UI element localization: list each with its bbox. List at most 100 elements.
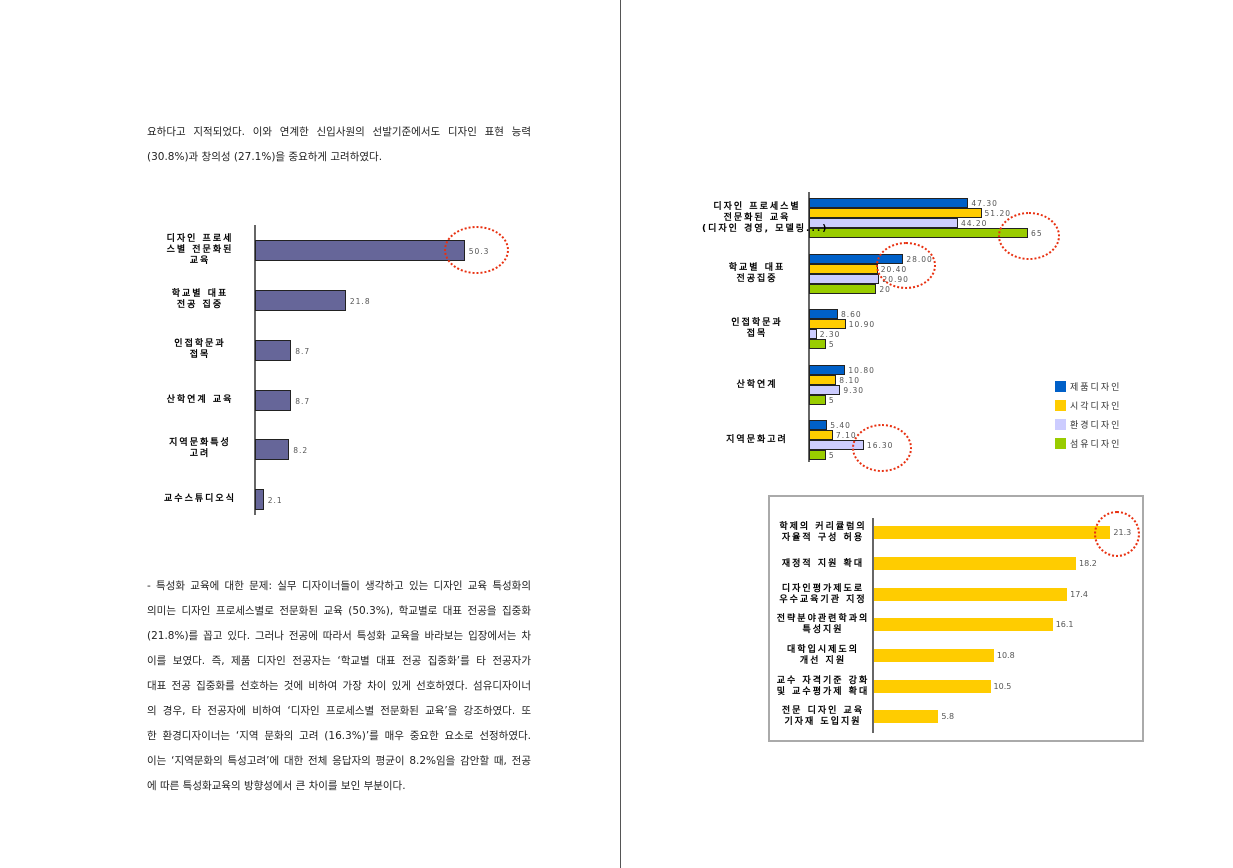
value-label: 2.30 xyxy=(819,330,841,339)
label-line: 산학연계 xyxy=(736,379,778,390)
bar xyxy=(255,240,465,261)
category-label: 지역문화고려 xyxy=(702,435,812,446)
highlight-circle xyxy=(444,226,509,274)
category-label: 재정적 지원 확대 xyxy=(773,559,873,570)
bar-섬유디자인 xyxy=(809,339,826,349)
y-axis xyxy=(872,518,874,733)
bar-시각디자인 xyxy=(809,264,878,274)
text-line: 요하다고 지적되었다. 이와 연계한 신입사원의 선발기준에서도 디자인 표현 … xyxy=(147,126,531,138)
page-divider xyxy=(620,0,621,868)
legend-item: 환경디자인 xyxy=(1055,418,1121,431)
category-label: 디자인 프로세 스별 전문화된 교육 xyxy=(145,234,255,267)
label-line: 지역문화특성 xyxy=(169,438,231,448)
legend-swatch xyxy=(1055,438,1066,449)
label-line: 및 교수평가제 확대 xyxy=(776,687,870,697)
label-line: 전공집중 xyxy=(736,274,778,284)
value-label: 5 xyxy=(828,396,835,405)
bar-환경디자인 xyxy=(809,218,958,228)
value-label: 5 xyxy=(828,451,835,460)
legend-label: 시각디자인 xyxy=(1070,402,1122,412)
bar-제품디자인 xyxy=(809,365,846,375)
text-line: 에 따른 특성화교육의 방향성에서 큰 차이를 보인 부분이다. xyxy=(147,780,406,792)
bar-시각디자인 xyxy=(809,319,846,329)
bar-시각디자인 xyxy=(809,208,982,218)
label-line: 교육 xyxy=(189,255,211,266)
value-label: 21.8 xyxy=(349,297,371,306)
value-label: 8.60 xyxy=(840,310,862,319)
label-line: 고려 xyxy=(189,449,211,459)
legend-swatch xyxy=(1055,400,1066,411)
category-label: 디자인평가제도로 우수교육기관 지정 xyxy=(773,584,873,606)
label-line: 재정적 지원 확대 xyxy=(781,558,865,569)
label-line: 전공 집중 xyxy=(176,300,224,310)
label-line: 전략분야관련학과의 xyxy=(776,614,870,624)
label-line: 전문 디자인 교육 xyxy=(781,706,865,716)
label-line: 학교별 대표 xyxy=(728,263,786,273)
category-label: 학제의 커리큘럼의 자율적 구성 허용 xyxy=(773,522,873,544)
value-label: 18.2 xyxy=(1079,559,1097,568)
label-line: 대학입시제도의 xyxy=(787,645,859,655)
label-line: (디자인 경영, 모델링...) xyxy=(702,223,829,234)
category-label: 인접학문과 접목 xyxy=(702,318,812,340)
bar-환경디자인 xyxy=(809,329,817,339)
chart-support-box xyxy=(768,495,1144,742)
text-line: - 특성화 교육에 대한 문제: 실무 디자이너들이 생각하고 있는 디자인 교… xyxy=(147,580,531,592)
label-line: 지역문화고려 xyxy=(726,434,788,445)
text-line: 의미는 디자인 프로세스별로 전문화된 교육 (50.3%), 학교별로 대표 … xyxy=(147,605,531,617)
label-line: 인접학문과 xyxy=(731,318,783,328)
value-label: 17.4 xyxy=(1070,590,1088,599)
value-label: 8.7 xyxy=(295,347,311,356)
bar xyxy=(255,340,292,361)
bar-제품디자인 xyxy=(809,309,838,319)
value-label: 51.20 xyxy=(984,209,1012,218)
label-line: 교수 자격기준 강화 xyxy=(776,676,870,686)
highlight-circle xyxy=(876,242,936,289)
bar-섬유디자인 xyxy=(809,284,877,294)
legend-label: 제품디자인 xyxy=(1070,383,1122,393)
y-axis xyxy=(254,225,256,515)
text-line: 이는 ‘지역문화의 특성고려’에 대한 전체 응답자의 평균이 8.2%임을 감… xyxy=(147,755,531,767)
paragraph-top: 요하다고 지적되었다. 이와 연계한 신입사원의 선발기준에서도 디자인 표현 … xyxy=(147,120,531,170)
bar xyxy=(874,557,1077,570)
bar-시각디자인 xyxy=(809,375,837,385)
bar xyxy=(874,618,1053,631)
value-label: 7.10 xyxy=(835,431,857,440)
bar xyxy=(874,526,1111,539)
bar xyxy=(874,680,991,693)
paragraph-bottom: - 특성화 교육에 대한 문제: 실무 디자이너들이 생각하고 있는 디자인 교… xyxy=(147,574,531,799)
bar xyxy=(255,439,290,460)
text-line: (30.8%)과 창의성 (27.1%)을 중요하게 고려하였다. xyxy=(147,151,383,163)
label-line: 디자인 프로세스별 xyxy=(713,201,801,212)
value-label: 44.20 xyxy=(960,219,988,228)
highlight-circle xyxy=(852,424,912,472)
category-label: 디자인 프로세스별 전문화된 교육 (디자인 경영, 모델링...) xyxy=(702,201,829,235)
category-label: 교수 자격기준 강화 및 교수평가제 확대 xyxy=(773,676,873,698)
bar-제품디자인 xyxy=(809,420,828,430)
value-label: 10.90 xyxy=(848,320,876,329)
label-line: 기자재 도입지원 xyxy=(784,717,862,727)
bar-환경디자인 xyxy=(809,385,841,395)
value-label: 10.80 xyxy=(848,366,875,375)
bar-제품디자인 xyxy=(809,198,969,208)
bar xyxy=(874,710,939,723)
label-line: 특성지원 xyxy=(802,625,844,635)
bar xyxy=(255,489,264,510)
category-label: 지역문화특성 고려 xyxy=(145,438,255,460)
text-line: 한 환경디자이너는 ‘지역 문화의 고려 (16.3%)’를 매우 중요한 요소… xyxy=(147,730,531,742)
label-line: 접목 xyxy=(189,350,211,360)
value-label: 8.7 xyxy=(295,397,311,406)
bar xyxy=(255,390,292,411)
value-label: 2.1 xyxy=(267,496,283,505)
bar-섬유디자인 xyxy=(809,450,826,460)
legend-item: 섬유디자인 xyxy=(1055,437,1121,450)
text-line: 의 경우, 타 전공자에 비하여 ‘디자인 프로세스별 전문화된 교육’을 강조… xyxy=(147,705,531,717)
label-line: 자율적 구성 허용 xyxy=(781,533,865,543)
value-label: 9.30 xyxy=(843,386,865,395)
value-label: 5.40 xyxy=(830,421,851,430)
legend-item: 제품디자인 xyxy=(1055,380,1121,393)
category-label: 산학연계 xyxy=(702,380,812,391)
legend-swatch xyxy=(1055,381,1066,392)
category-label: 인접학문과 접목 xyxy=(145,339,255,361)
value-label: 8.10 xyxy=(839,376,860,385)
label-line: 우수교육기관 지정 xyxy=(779,595,867,605)
